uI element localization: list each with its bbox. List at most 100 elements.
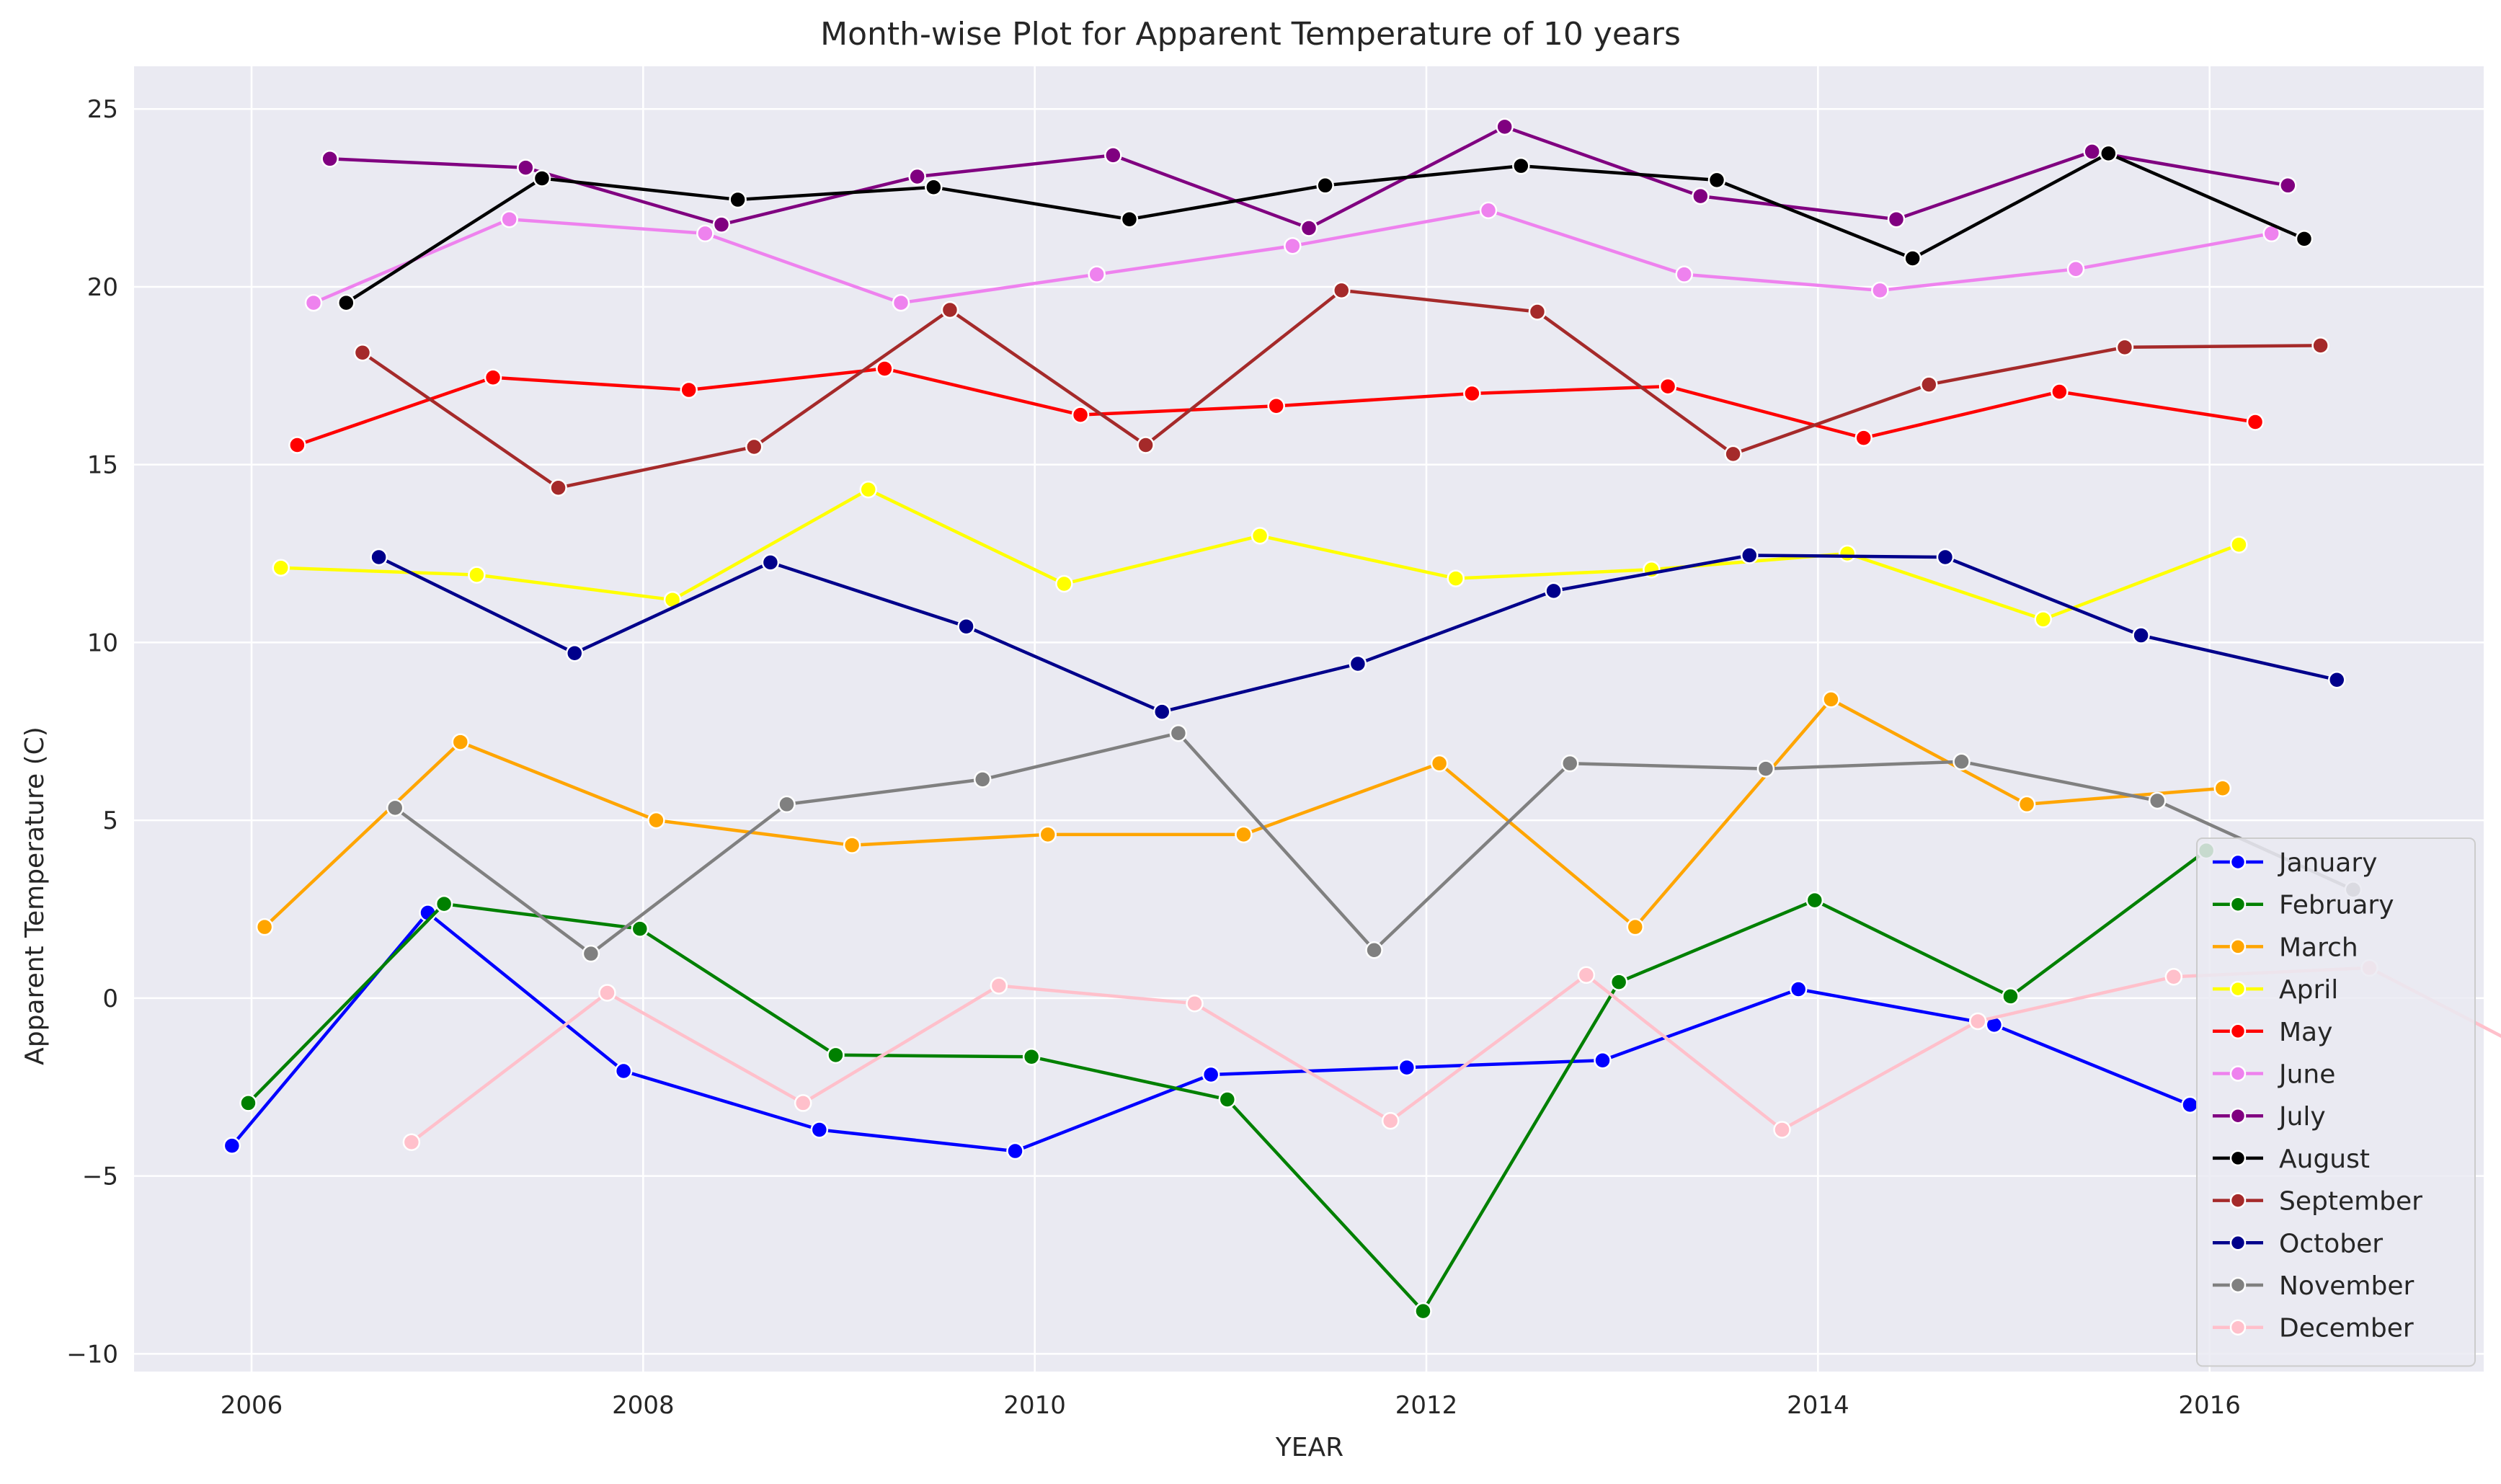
legend-marker xyxy=(2229,1023,2247,1040)
data-point xyxy=(1920,376,1938,394)
data-point xyxy=(451,733,470,751)
data-point xyxy=(1968,1012,1987,1031)
data-point xyxy=(582,944,600,963)
data-point xyxy=(1789,980,1808,998)
data-point xyxy=(1022,1048,1041,1066)
data-point xyxy=(827,1046,845,1065)
data-point xyxy=(1903,249,1922,267)
y-tick-label: 10 xyxy=(87,628,118,657)
data-point xyxy=(1512,156,1530,175)
data-point xyxy=(1300,219,1318,237)
data-point xyxy=(1724,445,1742,463)
legend-marker xyxy=(2229,1276,2247,1294)
data-point xyxy=(1822,690,1840,708)
data-point xyxy=(517,159,535,177)
data-point xyxy=(2328,670,2346,689)
legend-label: March xyxy=(2279,933,2358,962)
legend-marker xyxy=(2229,1150,2247,1167)
data-point xyxy=(647,811,665,830)
y-tick-label: −5 xyxy=(82,1163,118,1191)
data-point xyxy=(908,167,926,186)
data-point xyxy=(745,437,763,456)
data-point xyxy=(1447,569,1465,587)
data-point xyxy=(1707,171,1726,190)
data-point xyxy=(1137,436,1155,454)
data-point xyxy=(859,480,877,499)
data-point xyxy=(957,617,975,636)
data-point xyxy=(1284,236,1302,255)
data-point xyxy=(1088,265,1106,283)
legend-label: January xyxy=(2278,848,2377,878)
data-point xyxy=(2115,338,2134,357)
data-point xyxy=(614,1062,633,1080)
y-tick-label: −10 xyxy=(66,1340,118,1369)
data-point xyxy=(272,559,290,577)
data-point xyxy=(1854,429,1873,447)
data-point xyxy=(1201,1065,1220,1084)
data-point xyxy=(2002,987,2020,1005)
data-point xyxy=(1805,891,1824,910)
legend-label: August xyxy=(2279,1145,2370,1174)
data-point xyxy=(2083,143,2101,161)
data-point xyxy=(353,343,372,362)
data-point xyxy=(1609,973,1628,991)
data-point xyxy=(810,1121,829,1139)
y-axis-title: Apparent Temperature (C) xyxy=(20,727,50,1065)
data-point xyxy=(1838,544,1857,563)
data-point xyxy=(1773,1121,1791,1139)
data-point xyxy=(1741,546,1759,564)
data-point xyxy=(1887,210,1906,228)
data-point xyxy=(1381,1111,1400,1130)
x-axis-title: YEAR xyxy=(1275,1433,1343,1462)
data-point xyxy=(1250,527,1269,545)
data-point xyxy=(1104,146,1122,164)
data-point xyxy=(1430,754,1449,773)
data-point xyxy=(990,977,1008,995)
data-point xyxy=(1333,281,1351,300)
data-point xyxy=(1414,1302,1432,1320)
x-tick-label: 2014 xyxy=(1787,1391,1849,1420)
legend-label: September xyxy=(2279,1187,2422,1217)
data-point xyxy=(566,644,584,662)
data-point xyxy=(304,293,323,312)
data-point xyxy=(1218,1090,1237,1108)
data-point xyxy=(321,150,339,168)
data-point xyxy=(1756,760,1775,778)
data-point xyxy=(255,917,274,936)
data-point xyxy=(1071,406,1090,424)
data-point xyxy=(1496,117,1514,136)
legend-box xyxy=(2196,837,2476,1367)
y-tick-label: 0 xyxy=(102,985,118,1013)
legend-label: June xyxy=(2278,1060,2335,1090)
legend-marker xyxy=(2229,1107,2247,1124)
data-point xyxy=(631,920,649,938)
data-point xyxy=(761,554,780,572)
data-point xyxy=(1267,397,1285,415)
data-point xyxy=(1560,754,1579,773)
y-tick-label: 15 xyxy=(87,451,118,480)
legend-marker xyxy=(2229,896,2247,912)
data-point xyxy=(2246,413,2265,431)
data-point xyxy=(533,169,551,187)
series-september xyxy=(353,281,2329,497)
chart-title: Month-wise Plot for Apparent Temperature… xyxy=(820,16,1681,53)
data-point xyxy=(2279,177,2297,195)
data-point xyxy=(941,301,959,319)
data-point xyxy=(1479,201,1498,220)
data-point xyxy=(712,216,731,234)
legend-marker xyxy=(2229,938,2247,955)
data-point xyxy=(1626,917,1645,936)
data-point xyxy=(549,479,567,497)
data-point xyxy=(729,190,747,209)
x-tick-label: 2006 xyxy=(221,1391,283,1420)
data-point xyxy=(435,894,453,913)
series-october xyxy=(370,546,2346,721)
data-point xyxy=(1675,265,1693,283)
data-point xyxy=(2066,260,2085,278)
data-point xyxy=(1055,574,1073,593)
legend-label: July xyxy=(2278,1102,2326,1132)
data-point xyxy=(239,1094,257,1112)
data-point xyxy=(794,1094,812,1112)
data-point xyxy=(1658,377,1677,396)
